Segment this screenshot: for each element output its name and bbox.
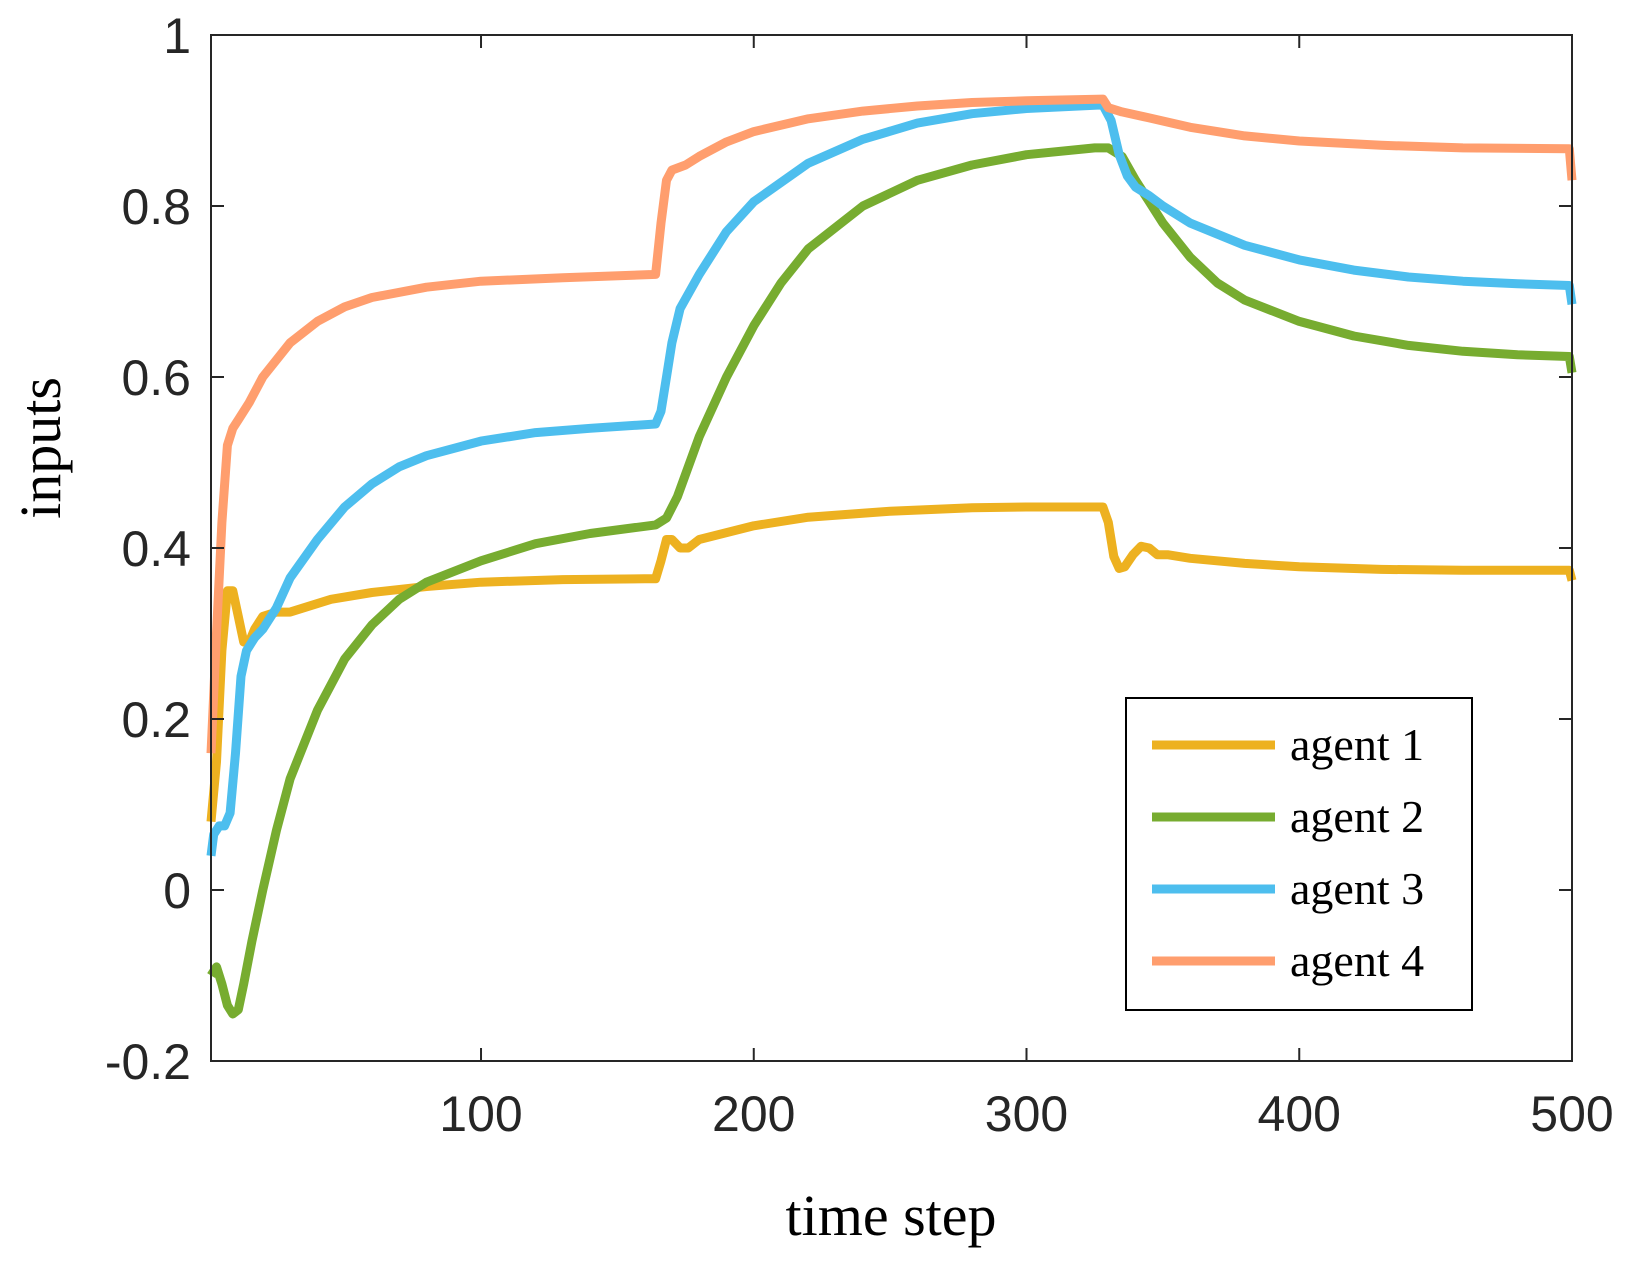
- y-tick-label: 0: [163, 863, 191, 919]
- y-axis-title: inputs: [8, 377, 73, 519]
- series-layer: [206, 94, 1577, 1019]
- y-tick-label: 0.4: [121, 521, 191, 577]
- x-tick-label: 400: [1258, 1086, 1341, 1142]
- y-tick-label: 1: [163, 8, 191, 64]
- x-tick-label: 100: [439, 1086, 522, 1142]
- series-line-4: [206, 94, 1577, 754]
- series-line-1: [206, 502, 1577, 823]
- y-tick-label: -0.2: [105, 1034, 191, 1090]
- tick-layer: 100 200 300 400 500 -0.2 0 0.2 0.4 0.6 0.8 1: [105, 8, 1614, 1142]
- series-line-3: [206, 100, 1577, 857]
- x-tick-label: 200: [712, 1086, 795, 1142]
- series-line-2: [207, 143, 1577, 1019]
- legend: agent 1 agent 2 agent 3 agent 4: [1125, 697, 1473, 1011]
- x-axis-title: time step: [785, 1183, 996, 1248]
- y-tick-label: 0.8: [121, 179, 191, 235]
- x-tick-label: 300: [985, 1086, 1068, 1142]
- y-tick-label: 0.6: [121, 350, 191, 406]
- legend-label-1: agent 1: [1290, 719, 1424, 770]
- legend-label-3: agent 3: [1290, 863, 1424, 914]
- legend-label-4: agent 4: [1290, 935, 1424, 986]
- y-tick-label: 0.2: [121, 692, 191, 748]
- legend-entries: agent 1 agent 2 agent 3 agent 4: [1152, 719, 1424, 986]
- legend-label-2: agent 2: [1290, 791, 1424, 842]
- x-tick-label: 500: [1530, 1086, 1613, 1142]
